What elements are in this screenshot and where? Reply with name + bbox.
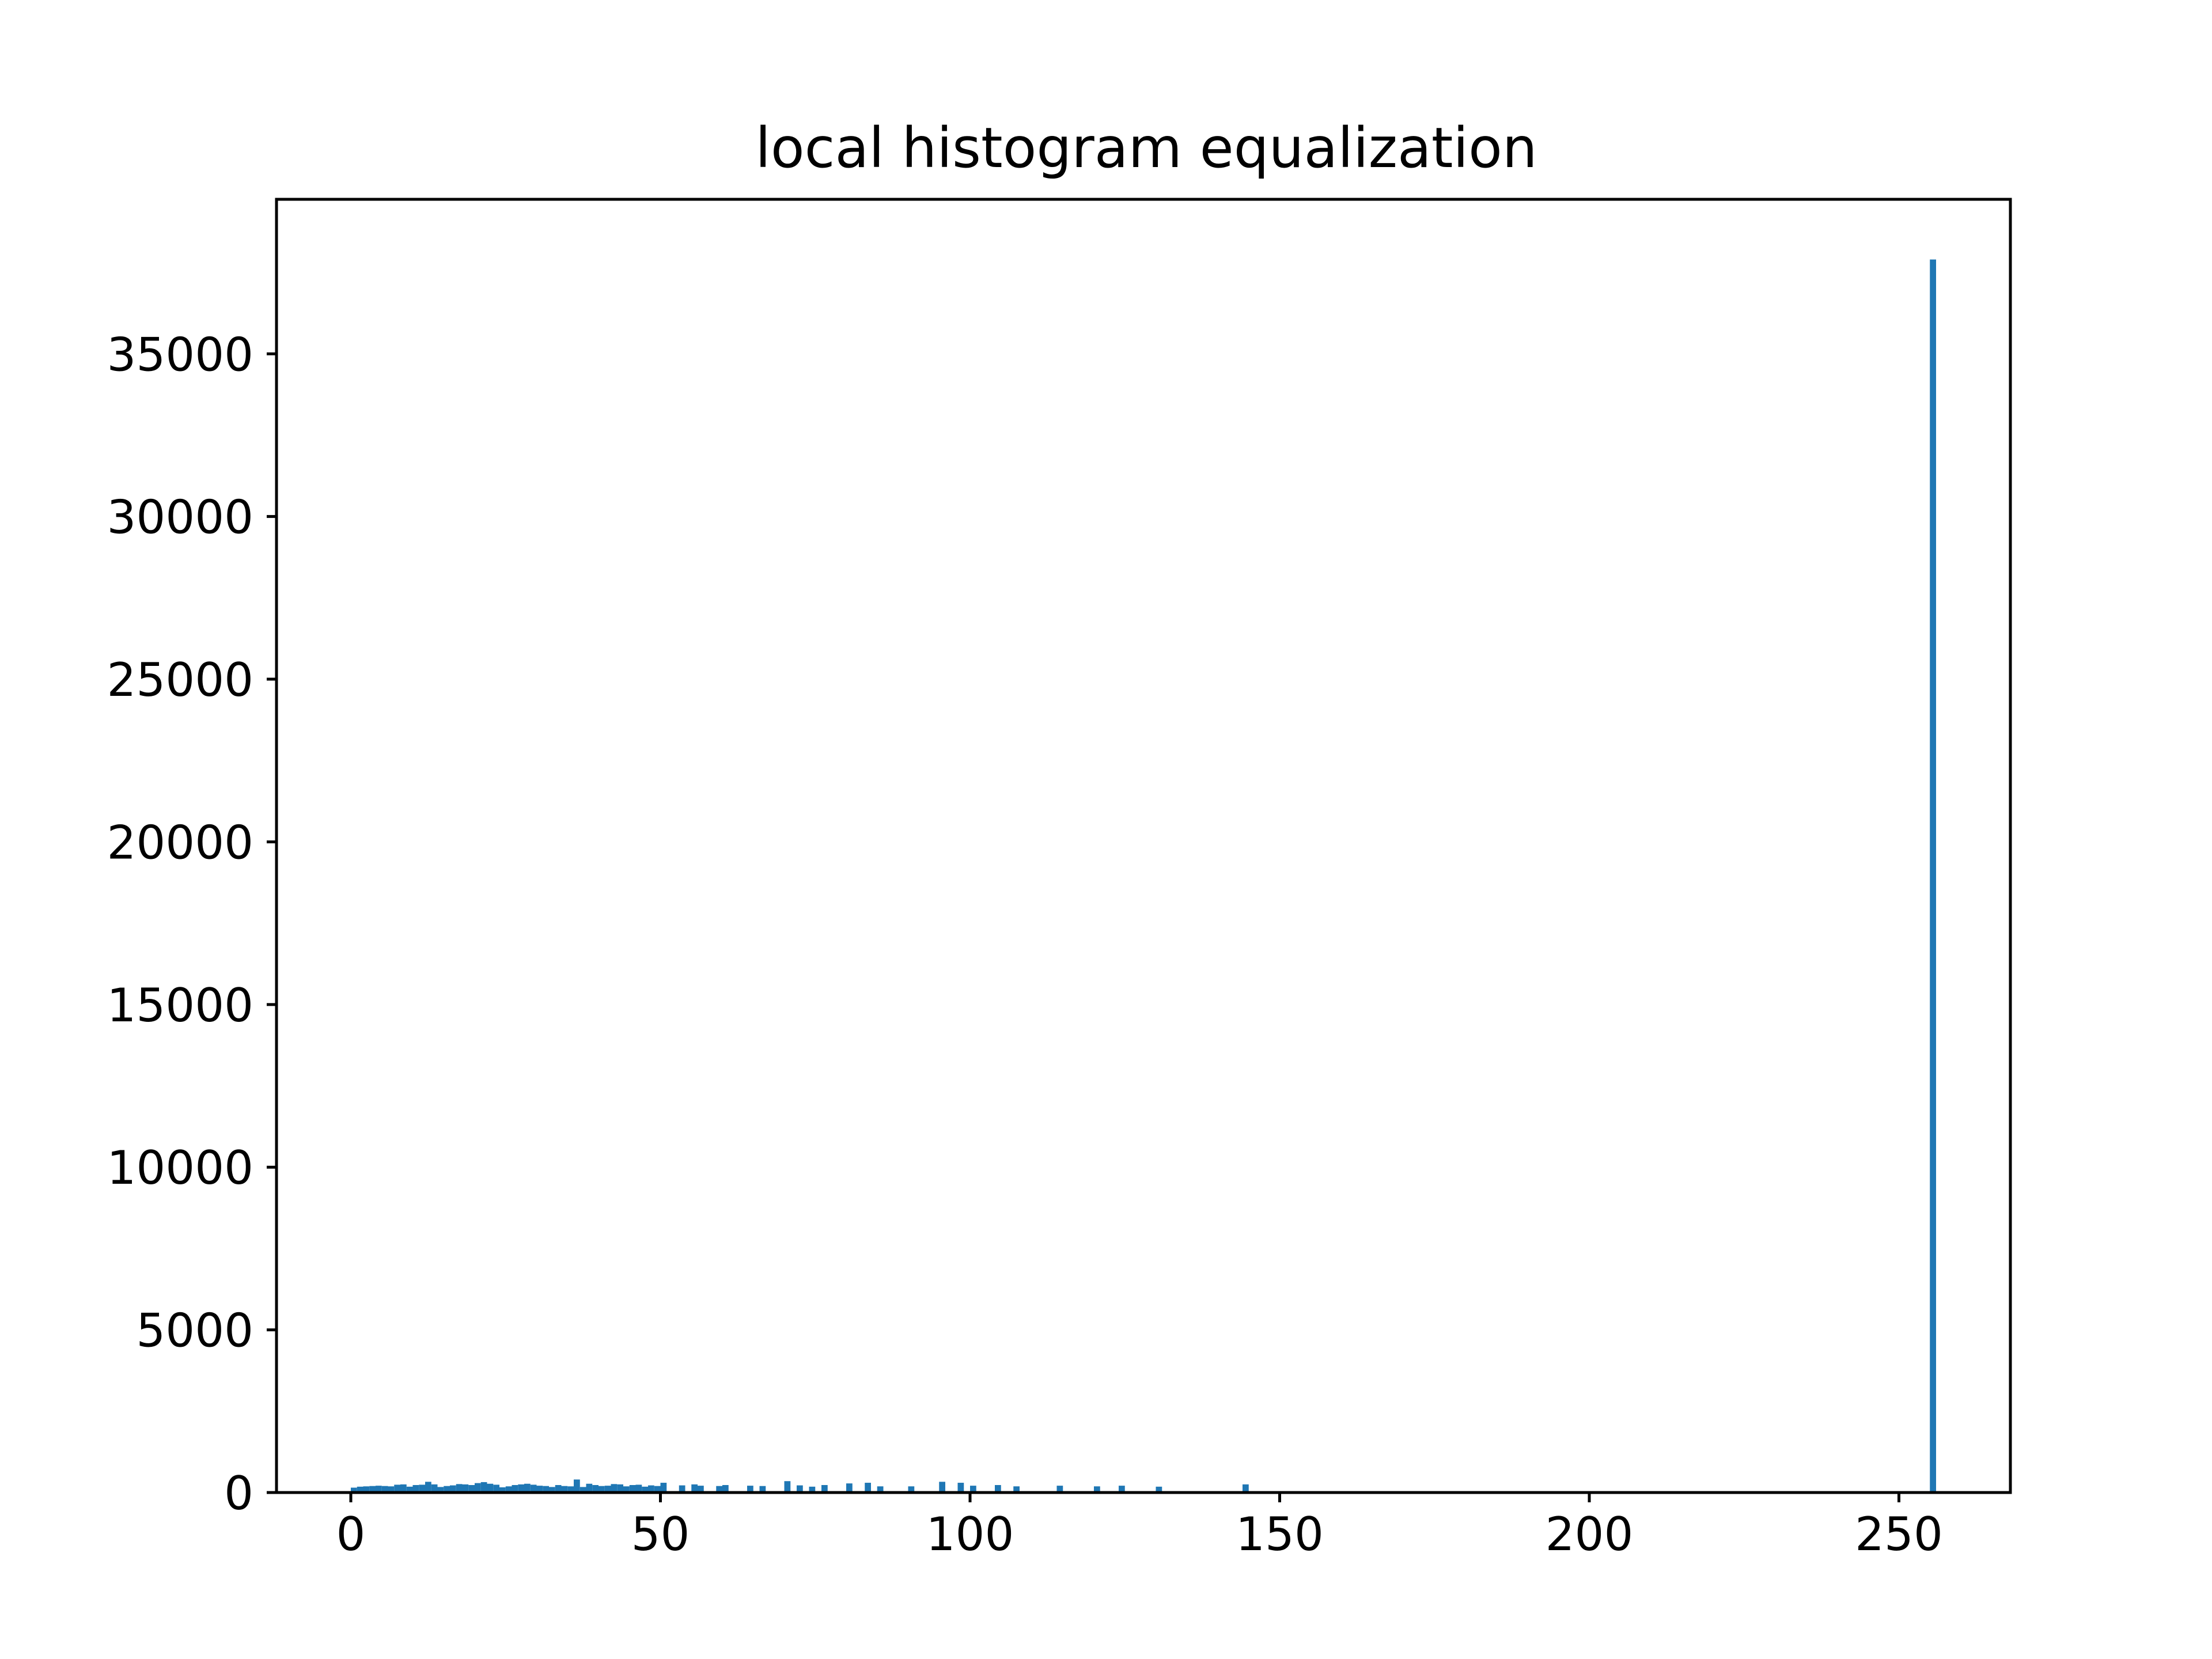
histogram-bar	[412, 1485, 419, 1493]
histogram-bar	[400, 1484, 407, 1493]
y-tick-label: 15000	[107, 979, 254, 1032]
histogram-bar	[698, 1486, 704, 1493]
histogram-bar	[809, 1486, 816, 1493]
histogram-bar	[475, 1483, 481, 1493]
histogram-bar	[654, 1486, 661, 1493]
histogram-bar	[623, 1486, 630, 1493]
x-tick-label: 0	[336, 1508, 366, 1561]
x-tick-label: 150	[1236, 1508, 1324, 1561]
histogram-bar	[1243, 1484, 1249, 1493]
histogram-bar	[536, 1486, 543, 1493]
histogram-bar	[629, 1485, 636, 1493]
histogram-bar	[406, 1486, 413, 1493]
y-tick-label: 0	[224, 1467, 253, 1520]
x-tick-label: 250	[1855, 1508, 1943, 1561]
histogram-bar	[635, 1484, 642, 1493]
histogram-bar	[518, 1484, 524, 1493]
histogram-bar	[499, 1487, 506, 1493]
histogram-bar	[759, 1486, 766, 1493]
y-tick-label: 20000	[107, 816, 254, 869]
histogram-bar	[908, 1486, 915, 1493]
histogram-bar	[437, 1487, 444, 1493]
histogram-bar	[381, 1486, 388, 1493]
histogram-bar	[456, 1484, 463, 1493]
plot-area-frame	[275, 198, 2012, 1494]
x-tick-label: 50	[631, 1508, 690, 1561]
histogram-bar	[877, 1486, 884, 1493]
histogram-bar	[425, 1482, 431, 1493]
histogram-bar	[579, 1487, 586, 1493]
histogram-bar	[493, 1484, 499, 1493]
histogram-bar	[574, 1479, 580, 1493]
histogram-bar	[722, 1485, 729, 1493]
histogram-bar	[957, 1483, 964, 1493]
histogram-bar	[512, 1485, 518, 1493]
histogram-bar	[468, 1485, 475, 1493]
histogram-bar	[431, 1484, 438, 1493]
histogram-bar	[567, 1486, 574, 1493]
histogram-bar	[462, 1484, 469, 1493]
histogram-bar	[369, 1486, 376, 1493]
histogram-bar	[865, 1483, 871, 1493]
y-tick-label: 30000	[107, 491, 254, 544]
histogram-bar	[351, 1487, 357, 1493]
histogram-bar	[679, 1485, 685, 1493]
histogram-bar	[1119, 1486, 1125, 1493]
histogram-bar	[555, 1485, 562, 1493]
y-tick-label: 5000	[136, 1304, 253, 1358]
histogram-bar	[716, 1486, 722, 1493]
histogram-bar	[691, 1484, 698, 1493]
histogram-bar	[530, 1484, 537, 1493]
histogram-bar	[797, 1485, 803, 1493]
histogram-bar	[1013, 1486, 1020, 1493]
histogram-bar	[784, 1481, 791, 1493]
histogram-bar	[939, 1482, 945, 1493]
histogram-bar	[1156, 1486, 1162, 1493]
histogram-bar	[642, 1486, 648, 1493]
y-tick-label: 35000	[107, 328, 254, 381]
x-axis: 0 50 100 150 200 250	[336, 1493, 1943, 1561]
histogram-bar	[388, 1486, 395, 1493]
histogram-bar	[648, 1485, 654, 1493]
histogram-bar	[419, 1484, 425, 1493]
histogram-bar	[394, 1484, 400, 1493]
histogram-bar	[487, 1483, 494, 1493]
histogram-bar	[592, 1485, 599, 1493]
histogram-bar	[586, 1483, 593, 1493]
histogram-bar	[363, 1486, 370, 1493]
histogram-bar	[480, 1482, 487, 1493]
histogram-bar	[660, 1483, 667, 1493]
histogram-bar	[821, 1485, 828, 1493]
histogram-bar	[1056, 1486, 1063, 1493]
histogram-bar	[357, 1486, 363, 1493]
histogram-bar	[604, 1486, 611, 1493]
x-tick-label: 100	[926, 1508, 1014, 1561]
x-tick-label: 200	[1546, 1508, 1634, 1561]
histogram-bar	[747, 1486, 753, 1493]
histogram-bar	[611, 1484, 618, 1493]
y-tick-label: 25000	[107, 653, 254, 707]
histogram-bar	[376, 1486, 382, 1493]
histogram-bar	[549, 1487, 555, 1493]
histogram-bar	[599, 1486, 605, 1493]
histogram-bar	[1094, 1486, 1100, 1493]
histogram-bar	[846, 1483, 853, 1493]
histogram-bar	[543, 1486, 549, 1493]
histogram-bar	[524, 1483, 531, 1493]
histogram-bar	[995, 1485, 1001, 1493]
histogram-bar	[1930, 259, 1936, 1493]
histogram-bar	[561, 1486, 568, 1493]
histogram-bar	[450, 1485, 456, 1493]
histogram-bar	[970, 1486, 976, 1493]
histogram-bars	[351, 259, 1936, 1493]
chart-title: local histogram equalization	[755, 116, 1537, 180]
y-axis: 0 5000 10000 15000 20000 25000 30000 35000	[107, 328, 276, 1520]
y-tick-label: 10000	[107, 1141, 254, 1195]
histogram-bar	[617, 1484, 623, 1493]
histogram-bar	[505, 1486, 512, 1493]
histogram-bar	[444, 1486, 450, 1493]
